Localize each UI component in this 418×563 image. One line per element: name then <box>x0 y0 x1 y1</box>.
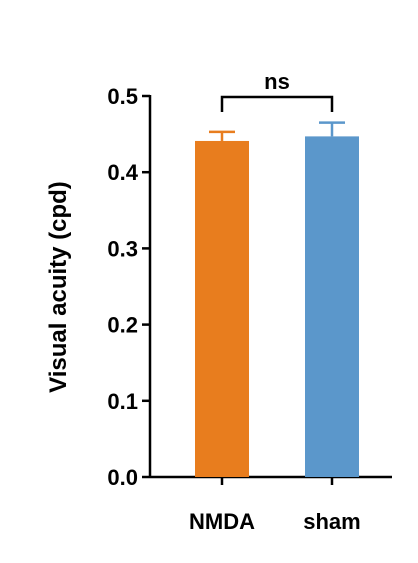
y-tick-label: 0.1 <box>107 389 138 414</box>
y-tick-label: 0.5 <box>107 84 138 109</box>
y-axis-title: Visual acuity (cpd) <box>45 181 72 393</box>
x-tick-label: sham <box>303 509 360 534</box>
bar-nmda <box>195 140 249 477</box>
y-tick-label: 0.4 <box>107 160 138 185</box>
y-tick-label: 0.0 <box>107 465 138 490</box>
bars <box>195 136 359 478</box>
y-tick-label: 0.2 <box>107 313 138 338</box>
y-tick-label: 0.3 <box>107 236 138 261</box>
significance-bracket-line <box>220 95 334 112</box>
y-axis: 0.0 0.1 0.2 0.3 0.4 0.5 <box>107 84 152 490</box>
error-bars <box>209 121 345 141</box>
x-axis: NMDA sham <box>150 475 392 534</box>
bar-sham <box>305 136 359 478</box>
x-tick-label: NMDA <box>189 509 255 534</box>
significance-bracket: ns <box>220 69 334 112</box>
significance-label: ns <box>264 69 290 94</box>
